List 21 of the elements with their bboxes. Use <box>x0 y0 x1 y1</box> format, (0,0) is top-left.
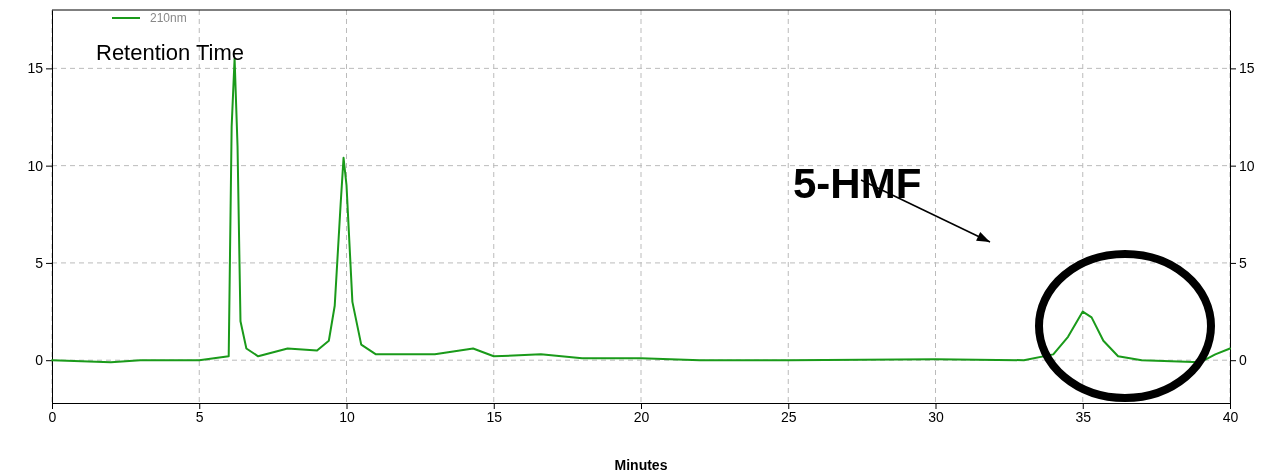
x-tick-label: 20 <box>633 408 650 425</box>
annotation: 5-HMF <box>793 160 922 207</box>
x-tick-label: 25 <box>780 408 797 425</box>
y-tick-label: 15 <box>27 60 44 77</box>
annotation: Retention Time <box>96 40 244 65</box>
y2-tick-label: 0 <box>1239 352 1247 369</box>
x-tick-label: 0 <box>48 408 57 425</box>
x-tick-label: 15 <box>486 408 503 425</box>
x-tick-label: 30 <box>928 408 944 425</box>
x-tick-label: 35 <box>1075 408 1092 425</box>
legend-label: 210nm <box>150 11 187 25</box>
x-tick-label: 10 <box>339 408 355 425</box>
y2-tick-label: 5 <box>1239 254 1247 271</box>
y2-tick-label: 10 <box>1239 157 1255 174</box>
y-tick-label: 0 <box>35 352 44 369</box>
y2-tick-label: 15 <box>1239 60 1255 77</box>
y-tick-label: 10 <box>27 157 44 174</box>
x-tick-label: 5 <box>195 408 204 425</box>
x-axis-title: Minutes <box>614 457 668 473</box>
y-tick-label: 5 <box>35 254 44 271</box>
x-tick-label: 40 <box>1222 408 1239 425</box>
